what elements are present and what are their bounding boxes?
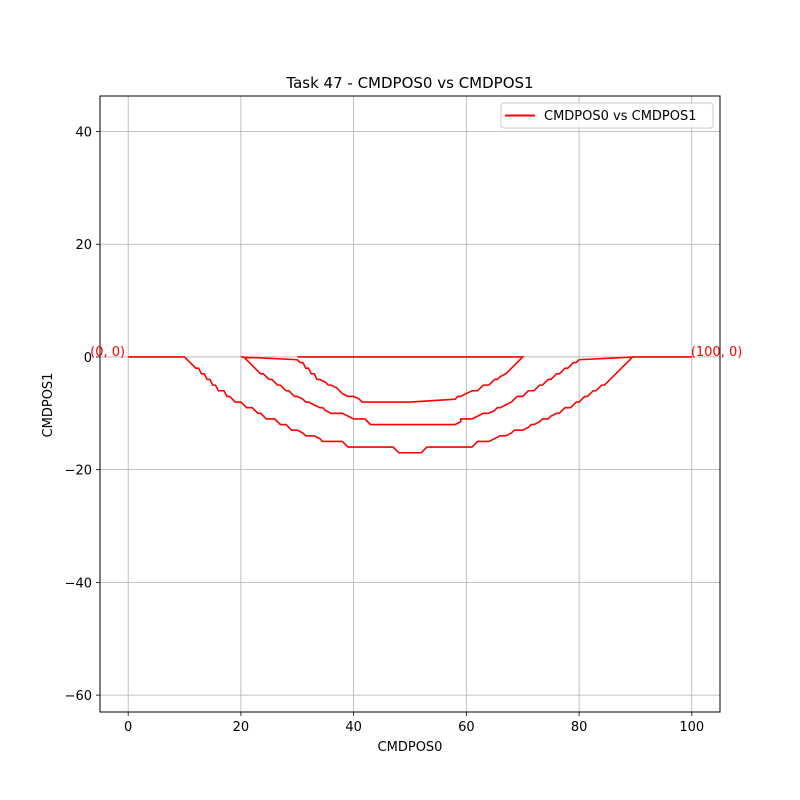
y-tick-label: −60: [65, 689, 92, 704]
x-tick-label: 0: [124, 720, 132, 735]
x-tick-label: 100: [679, 720, 704, 735]
legend: CMDPOS0 vs CMDPOS1: [500, 102, 714, 129]
x-tick-label: 40: [345, 720, 362, 735]
plot-frame: [99, 95, 721, 713]
x-tick-label: 60: [458, 720, 475, 735]
plot-area: [128, 356, 692, 454]
x-axis-label: CMDPOS0: [378, 740, 443, 755]
y-tick-label: 20: [75, 238, 92, 253]
y-tick-label: 0: [84, 351, 92, 366]
x-tick-label: 20: [233, 720, 250, 735]
annotations: (0, 0) (100, 0): [90, 345, 742, 360]
chart-title: Task 47 - CMDPOS0 vs CMDPOS1: [285, 74, 533, 92]
y-tick-label: 40: [75, 126, 92, 141]
grid: [100, 96, 720, 712]
series-line: [128, 356, 692, 454]
x-tick-label: 80: [571, 720, 588, 735]
point-annotation: (0, 0): [90, 345, 125, 360]
y-tick-label: −40: [65, 576, 92, 591]
legend-label: CMDPOS0 vs CMDPOS1: [544, 109, 697, 124]
y-tick-label: −20: [65, 464, 92, 479]
legend-box: [500, 102, 714, 129]
y-axis-label: CMDPOS1: [41, 373, 56, 438]
point-annotation: (100, 0): [691, 345, 743, 360]
axis-ticks: 0 20 40 60 80 100 40 20 0 −20 −40 −60: [65, 126, 705, 735]
